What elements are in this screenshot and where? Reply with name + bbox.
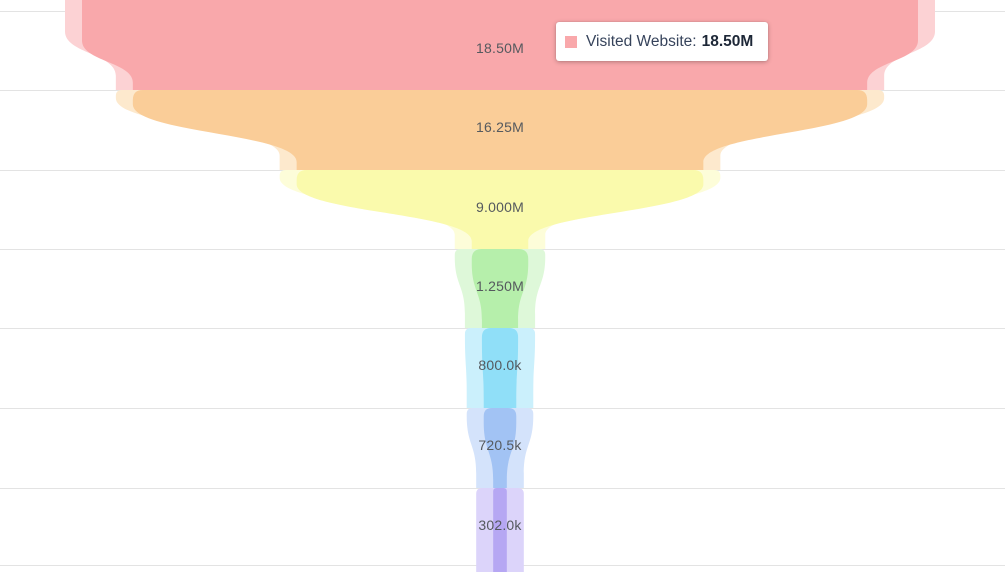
segment-value-label: 800.0k [478, 357, 522, 373]
funnel-segment[interactable] [471, 249, 529, 328]
tooltip-value: 18.50M [701, 32, 754, 50]
segment-value-label: 1.250M [476, 278, 524, 294]
funnel-segment[interactable] [493, 488, 507, 572]
segment-value-label: 16.25M [476, 119, 524, 135]
segment-value-label: 720.5k [478, 437, 522, 453]
tooltip: Visited Website: 18.50M [556, 22, 769, 61]
segment-value-label: 302.0k [478, 517, 522, 533]
funnel-segment[interactable] [481, 328, 519, 408]
funnel-segment[interactable] [132, 90, 868, 170]
segment-value-label: 9.000M [476, 199, 524, 215]
tooltip-series-label: Visited Website: [586, 32, 697, 50]
funnel-segment[interactable] [296, 170, 704, 249]
funnel-segment[interactable] [483, 408, 517, 488]
tooltip-marker-icon [565, 35, 577, 48]
segment-value-label: 18.50M [476, 40, 524, 56]
